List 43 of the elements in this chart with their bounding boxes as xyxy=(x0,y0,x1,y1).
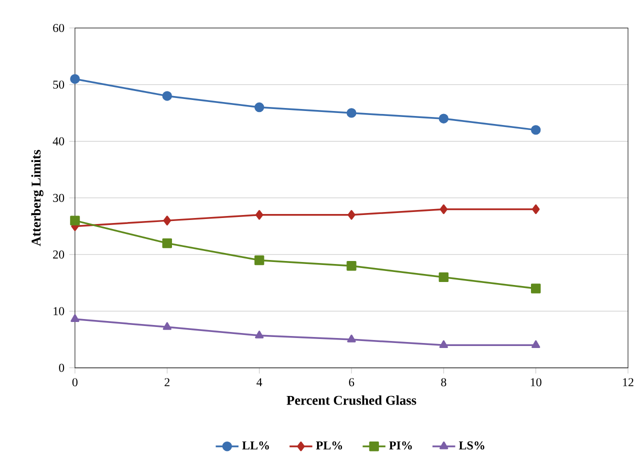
point xyxy=(162,322,172,330)
point xyxy=(70,74,80,84)
y-axis-title: Atterberg Limits xyxy=(31,150,44,246)
point xyxy=(346,261,356,271)
point xyxy=(347,334,356,342)
point xyxy=(530,125,541,135)
point xyxy=(440,204,448,214)
point xyxy=(163,216,171,226)
point xyxy=(162,91,172,101)
y-tick-label: 50 xyxy=(53,80,64,89)
point xyxy=(70,314,80,322)
point xyxy=(438,114,449,124)
legend-label: LL% xyxy=(242,441,269,450)
point xyxy=(162,238,172,248)
y-tick-label: 0 xyxy=(59,364,64,372)
x-tick-label: 8 xyxy=(441,378,446,386)
point xyxy=(254,102,264,112)
point xyxy=(348,210,356,220)
y-tick-label: 20 xyxy=(53,250,64,259)
point xyxy=(70,216,80,226)
legend-label: PI% xyxy=(389,441,412,450)
x-axis-title: Percent Crushed Glass xyxy=(286,396,416,405)
point xyxy=(254,255,264,266)
x-tick-label: 4 xyxy=(256,378,262,386)
y-tick-label: 10 xyxy=(54,307,64,316)
x-tick-label: 6 xyxy=(349,378,354,386)
legend-label: LS% xyxy=(458,441,484,450)
point xyxy=(530,284,541,294)
x-tick-label: 2 xyxy=(164,378,170,386)
point xyxy=(439,340,448,348)
y-tick-label: 40 xyxy=(52,137,64,146)
x-tick-label: 12 xyxy=(623,378,634,386)
y-tick-label: 60 xyxy=(53,24,64,32)
point xyxy=(254,330,264,339)
point xyxy=(346,108,356,118)
point xyxy=(532,204,540,214)
point xyxy=(438,272,449,282)
x-tick-label: 10 xyxy=(530,378,542,386)
x-tick-label: 0 xyxy=(72,378,78,386)
point xyxy=(532,340,540,348)
y-tick-label: 30 xyxy=(53,194,64,202)
point xyxy=(255,210,264,220)
legend-label: PL% xyxy=(316,441,342,450)
